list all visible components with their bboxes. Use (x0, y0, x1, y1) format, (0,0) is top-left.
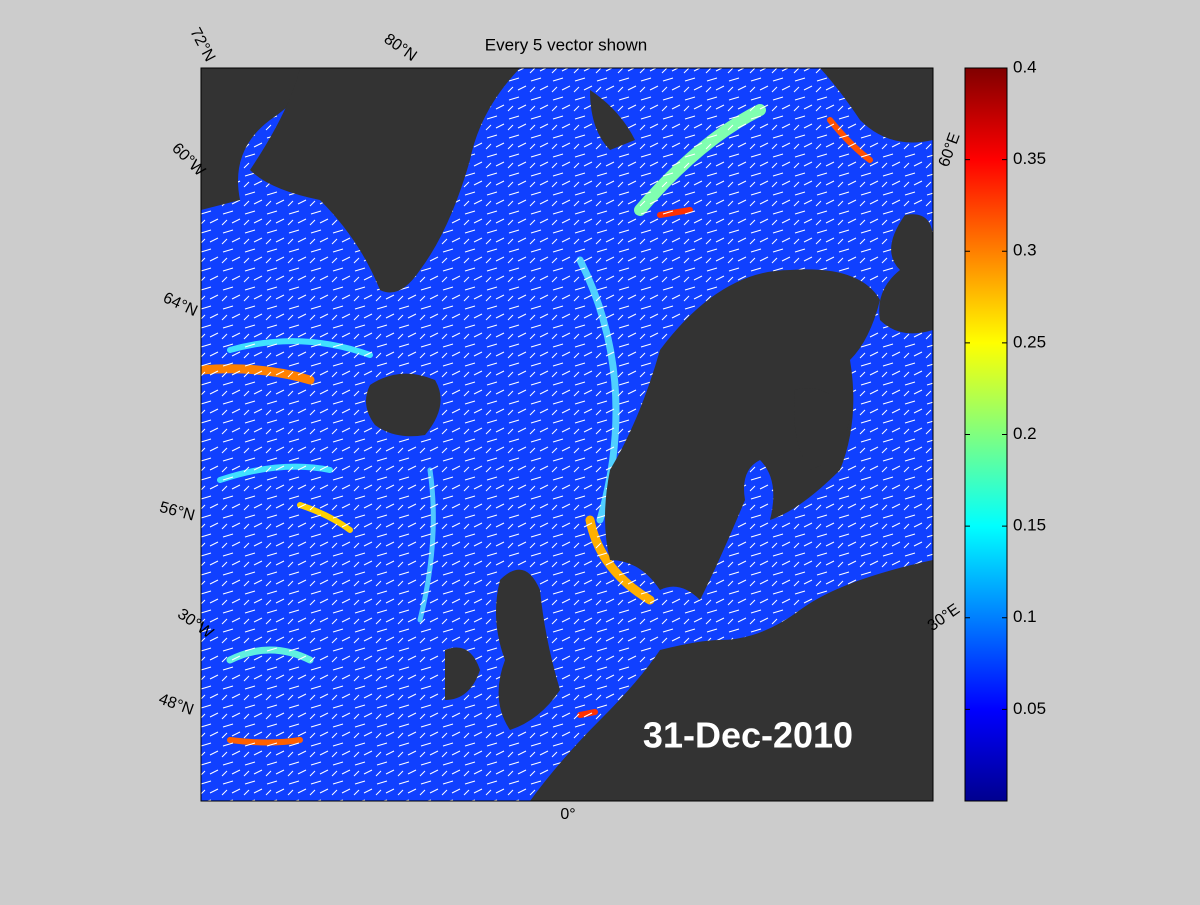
date-label: 31-Dec-2010 (643, 715, 853, 756)
land (201, 68, 933, 801)
colorbar-tick-label: 0.1 (1013, 607, 1037, 626)
colorbar-tick-label: 0.35 (1013, 149, 1046, 168)
colorbar-tick-label: 0.15 (1013, 516, 1046, 535)
grid-label: 0° (560, 806, 575, 823)
colorbar: 0.05 0.1 0.15 0.2 0.25 0.3 0.35 0.4 (964, 57, 1046, 802)
colorbar-tick-label: 0.4 (1013, 57, 1037, 76)
grid-label: 64°N (160, 289, 200, 320)
colorbar-tick-label: 0.3 (1013, 241, 1037, 260)
grid-label: 48°N (156, 691, 195, 719)
colorbar-tick-label: 0.05 (1013, 699, 1046, 718)
grid-label: 80°N (381, 31, 420, 65)
map-title: Every 5 vector shown (485, 35, 648, 54)
grid-label: 72°N (186, 25, 218, 65)
colorbar-gradient (964, 67, 1008, 802)
colorbar-tick-label: 0.2 (1013, 424, 1037, 443)
grid-label: 56°N (158, 499, 197, 525)
colorbar-tick-label: 0.25 (1013, 332, 1046, 351)
map-frame (200, 67, 934, 802)
map-area: 31-Dec-2010 (201, 68, 933, 801)
grid-label: 60°E (936, 131, 964, 170)
